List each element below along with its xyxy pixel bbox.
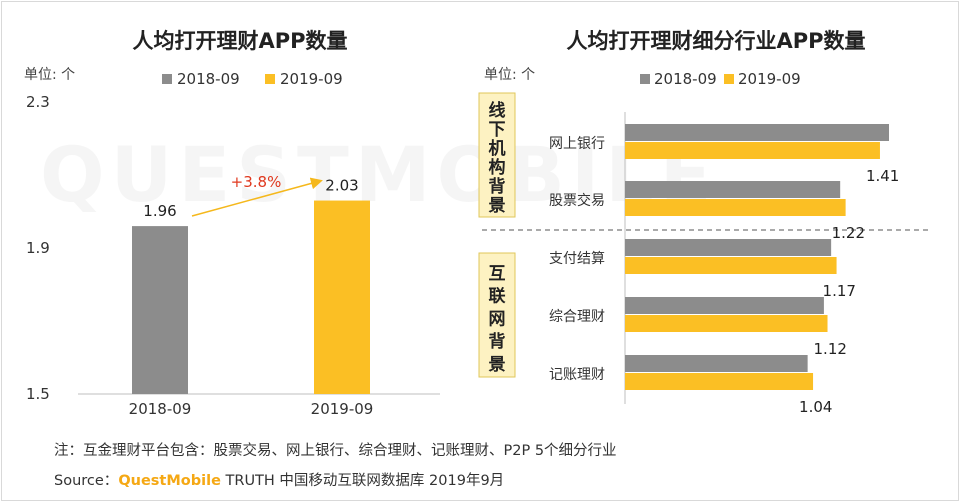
group-label-char: 景: [489, 355, 506, 375]
group-label-char: 联: [489, 287, 506, 307]
bar-2019-网上银行: [625, 142, 880, 159]
left-unit-label: 单位: 个: [24, 67, 75, 83]
bar-2018-综合理财: [625, 297, 824, 314]
left-legend-label-2019: 2019-09: [280, 70, 343, 88]
source-brand: QuestMobile: [118, 473, 221, 489]
left-y-ticks: 2.3 1.9 1.5: [26, 93, 50, 403]
left-y-tick: 1.9: [26, 239, 50, 257]
bar-2018-记账理财: [625, 355, 808, 372]
category-label: 股票交易: [549, 192, 605, 209]
source-suffix: TRUTH 中国移动互联网数据库 2019年9月: [220, 473, 505, 489]
bar-value-label: 1.41: [866, 167, 899, 185]
group-label-box: [478, 92, 516, 218]
left-legend-swatch-2019: [265, 74, 275, 84]
group-label-char: 景: [489, 196, 506, 216]
category-label: 支付结算: [549, 251, 605, 267]
left-chart-title: 人均打开理财APP数量: [132, 29, 347, 53]
bar-2019-支付结算: [625, 257, 837, 274]
growth-label: +3.8%: [231, 173, 282, 191]
source-line: Source：QuestMobile TRUTH 中国移动互联网数据库 2019…: [54, 469, 504, 490]
growth-arrow: [191, 177, 323, 217]
group-label-char: 互: [489, 264, 506, 284]
group-label-char: 构: [489, 157, 506, 178]
group-label-char: 网: [489, 309, 506, 329]
left-x-tick-2018: 2018-09: [129, 400, 192, 418]
category-label: 综合理财: [549, 309, 605, 325]
right-legend-label-2019: 2019-09: [738, 70, 801, 88]
category-label: 网上银行: [549, 136, 605, 152]
right-unit-label: 单位: 个: [484, 67, 535, 83]
left-x-tick-2019: 2019-09: [311, 400, 374, 418]
right-legend-swatch-2019: [724, 74, 734, 84]
bar-2019-综合理财: [625, 315, 828, 332]
bar-2019-股票交易: [625, 199, 846, 216]
left-bar-value-label: 1.96: [143, 202, 176, 220]
group-label-box: [478, 252, 516, 378]
bar-2018-支付结算: [625, 239, 832, 256]
left-legend-swatch-2018: [162, 74, 172, 84]
right-chart-title: 人均打开理财细分行业APP数量: [566, 29, 865, 53]
source-prefix: Source：: [54, 473, 119, 489]
footnote: 注：互金理财平台包含：股票交易、网上银行、综合理财、记账理财、P2P 5个细分行…: [54, 443, 617, 459]
group-label-char: 线: [489, 100, 506, 121]
group-label-char: 背: [489, 331, 506, 352]
right-bars: 网上银行 1.41 股票交易 1.22 支付结算 1.17 综合理财 1.12 记账理财 1.04: [549, 124, 899, 416]
group-label-char: 机: [489, 138, 506, 159]
left-bars: 1.96 2.03: [132, 177, 370, 394]
right-legend-swatch-2018: [640, 74, 650, 84]
left-bar-value-label: 2.03: [325, 177, 358, 195]
bar-2018-股票交易: [625, 181, 841, 198]
category-label: 记账理财: [549, 367, 605, 383]
left-y-tick: 1.5: [26, 385, 50, 403]
left-y-tick: 2.3: [26, 93, 50, 111]
group-label-char: 下: [489, 120, 506, 140]
bar-value-label: 1.04: [799, 398, 832, 416]
bar-2018-网上银行: [625, 124, 889, 141]
right-legend-label-2018: 2018-09: [654, 70, 717, 88]
left-bar-2019-09: [314, 200, 370, 394]
left-bar-2018-09: [132, 226, 188, 394]
left-legend-label-2018: 2018-09: [177, 70, 240, 88]
bar-value-label: 1.12: [814, 340, 847, 358]
group-label-char: 背: [489, 176, 506, 197]
bar-value-label: 1.22: [832, 224, 865, 242]
bar-2019-记账理财: [625, 373, 814, 390]
bar-value-label: 1.17: [823, 282, 856, 300]
